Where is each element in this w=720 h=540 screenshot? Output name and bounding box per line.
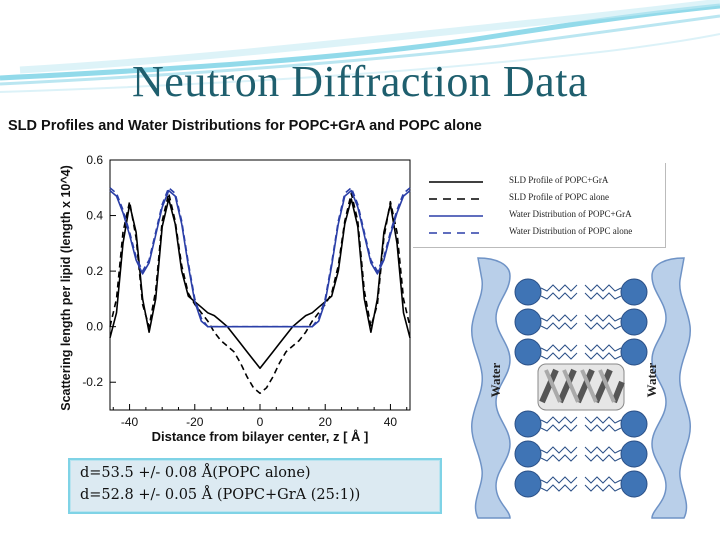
x-tick-label: 20	[319, 415, 333, 429]
lipid-head	[620, 440, 648, 468]
lipid-tail	[584, 416, 622, 424]
lipid-tail	[540, 322, 578, 330]
d-spacing-popc-alone: d=53.5 +/- 0.08 Å(POPC alone)	[80, 465, 311, 481]
lipid-tail	[540, 352, 578, 360]
legend-item-popc-gra-water: Water Distribution of POPC+GrA	[427, 208, 662, 224]
lipid-tail	[540, 416, 578, 424]
lipid-tail	[540, 476, 578, 484]
y-tick-label: 0.4	[86, 209, 103, 223]
y-tick-label: 0.2	[86, 264, 103, 278]
lipid-tail	[540, 284, 578, 292]
lipid-head	[620, 338, 648, 366]
lipid-head	[620, 410, 648, 438]
lipid-head	[514, 440, 542, 468]
slide-title: Neutron Diffraction Data	[132, 57, 588, 106]
lipid-head	[620, 278, 648, 306]
x-tick-label: -20	[186, 415, 204, 429]
x-tick-label: -40	[121, 415, 139, 429]
water-region-left	[471, 257, 511, 519]
lipid-head	[620, 470, 648, 498]
lipid-tail	[584, 484, 622, 492]
series-group	[109, 187, 411, 395]
lipid-head	[514, 278, 542, 306]
chart-subtitle: SLD Profiles and Water Distributions for…	[8, 118, 482, 134]
lipid-tail	[584, 284, 622, 292]
d-spacing-box: d=53.5 +/- 0.08 Å(POPC alone) d=52.8 +/-…	[68, 458, 442, 514]
x-axis-label: Distance from bilayer center, z [ Å ]	[152, 429, 369, 444]
lipid-tail	[540, 424, 578, 432]
water-label-left: Water	[488, 362, 503, 397]
lipid-tail	[540, 292, 578, 300]
legend-label: Water Distribution of POPC+GrA	[509, 209, 632, 219]
series-line-0	[109, 198, 411, 370]
lipid-tail	[540, 454, 578, 462]
series-line-3	[109, 187, 411, 328]
lipid-head	[620, 308, 648, 336]
water-region-right	[651, 257, 691, 519]
lipid-head	[514, 410, 542, 438]
legend-item-popc-sld: SLD Profile of POPC alone	[427, 191, 662, 207]
y-axis-label: Scattering length per lipid (length x 10…	[59, 165, 73, 411]
lipid-tail	[584, 344, 622, 352]
header-swoosh-decoration	[0, 0, 720, 93]
chart-legend: SLD Profile of POPC+GrA SLD Profile of P…	[413, 163, 666, 248]
x-tick-label: 40	[384, 415, 398, 429]
lipid-tail	[584, 322, 622, 330]
y-tick-label: 0.6	[86, 153, 103, 167]
legend-label: SLD Profile of POPC+GrA	[509, 175, 609, 185]
y-tick-label: 0.0	[86, 320, 103, 334]
lipid-head	[514, 308, 542, 336]
lipid-tail	[584, 424, 622, 432]
lipid-tail	[540, 314, 578, 322]
x-tick-label: 0	[257, 415, 264, 429]
lipid-head	[514, 338, 542, 366]
lipid-tail	[540, 446, 578, 454]
legend-item-popc-gra-sld: SLD Profile of POPC+GrA	[427, 174, 662, 190]
lipid-tail	[584, 352, 622, 360]
plot-frame	[109, 159, 411, 411]
lipid-tail	[584, 476, 622, 484]
series-line-2	[109, 189, 411, 328]
legend-label: SLD Profile of POPC alone	[509, 192, 609, 202]
lipid-tail	[584, 314, 622, 322]
bilayer-schematic: Water Water	[471, 257, 691, 519]
lipid-molecules	[514, 278, 648, 498]
lipid-tail	[584, 292, 622, 300]
lipid-tail	[540, 344, 578, 352]
lipid-tail	[540, 484, 578, 492]
legend-item-popc-water: Water Distribution of POPC alone	[427, 225, 662, 241]
lipid-tail	[584, 454, 622, 462]
y-tick-label: -0.2	[82, 375, 103, 389]
axis-ticks: -40 -20 0 20 40 -0.2 0.0 0.2 0.4 0.6	[82, 153, 408, 429]
water-label-right: Water	[644, 362, 659, 397]
d-spacing-popc-gra: d=52.8 +/- 0.05 Å (POPC+GrA (25:1))	[80, 487, 361, 503]
legend-label: Water Distribution of POPC alone	[509, 226, 633, 236]
series-line-1	[109, 192, 411, 395]
gramicidin-helix	[537, 363, 625, 411]
lipid-head	[514, 470, 542, 498]
lipid-tail	[584, 446, 622, 454]
